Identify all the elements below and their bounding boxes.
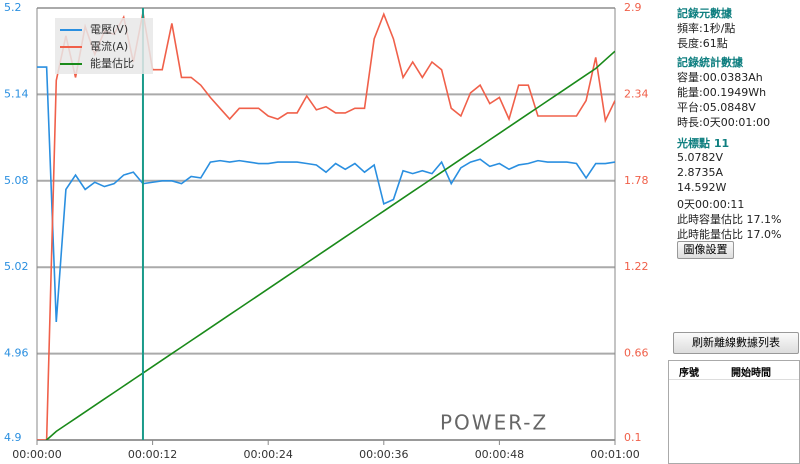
cursor-title: 光標點 11 bbox=[677, 137, 730, 150]
record-line: 長度:61點 bbox=[677, 37, 728, 50]
legend-label: 能量估比 bbox=[90, 56, 134, 70]
stats-line: 容量:00.0383Ah bbox=[677, 71, 763, 84]
x-tick-label: 00:00:00 bbox=[12, 448, 61, 461]
chart: POWER-Z 4.9 4.96 5.02 5.08 5.14 5.2 0.1 0.66 1.2… bbox=[4, 1, 649, 461]
record-line: 頻率:1秒/點 bbox=[677, 22, 736, 35]
column-header: 序號 bbox=[679, 368, 699, 379]
y2-tick-label: 1.22 bbox=[624, 260, 649, 273]
stats-line: 能量:00.1949Wh bbox=[677, 86, 767, 99]
y-tick-label: 4.9 bbox=[4, 431, 22, 444]
stats-line: 時長:0天00:01:00 bbox=[677, 116, 771, 129]
table-header: 序號 開始時間 bbox=[669, 361, 799, 380]
column-header: 開始時間 bbox=[731, 368, 771, 379]
plot bbox=[37, 11, 615, 440]
y2-tick-label: 1.78 bbox=[624, 174, 649, 187]
y2-tick-label: 0.66 bbox=[624, 347, 649, 360]
cursor-line: 此時容量估比 17.1% bbox=[677, 213, 782, 226]
stats-title: 記錄統計數據 bbox=[677, 56, 743, 69]
cursor-line: 2.8735A bbox=[677, 166, 724, 179]
y-tick-label: 5.14 bbox=[4, 87, 29, 100]
cursor-line: 14.592W bbox=[677, 181, 727, 194]
image-settings-button[interactable]: 圖像設置 bbox=[677, 241, 734, 259]
series-line bbox=[37, 11, 615, 440]
series-line bbox=[37, 66, 615, 322]
x-tick-label: 00:00:36 bbox=[359, 448, 408, 461]
y-tick-label: 4.96 bbox=[4, 347, 29, 360]
y2-tick-label: 0.1 bbox=[624, 431, 642, 444]
logo: POWER-Z bbox=[440, 411, 548, 435]
x-tick-label: 00:01:00 bbox=[590, 448, 639, 461]
series-line bbox=[45, 50, 615, 440]
y-tick-label: 5.08 bbox=[4, 174, 29, 187]
x-tick-label: 00:00:12 bbox=[128, 448, 177, 461]
cursor-line: 5.0782V bbox=[677, 151, 724, 164]
y2-tick-label: 2.34 bbox=[624, 87, 649, 100]
y-tick-label: 5.02 bbox=[4, 260, 29, 273]
stats-line: 平台:05.0848V bbox=[677, 101, 756, 114]
y-tick-label: 5.2 bbox=[4, 1, 22, 14]
refresh-button[interactable]: 刷新離線數據列表 bbox=[673, 332, 799, 354]
cursor-line: 此時能量估比 17.0% bbox=[677, 228, 782, 241]
legend-label: 電流(A) bbox=[90, 39, 128, 53]
legend: 電壓(V) 電流(A) 能量估比 bbox=[55, 18, 153, 74]
x-tick-label: 00:00:48 bbox=[475, 448, 524, 461]
x-tick-label: 00:00:24 bbox=[243, 448, 292, 461]
record-title: 記錄元數據 bbox=[677, 7, 732, 20]
cursor-line: 0天00:00:11 bbox=[677, 198, 745, 211]
y2-tick-label: 2.9 bbox=[624, 1, 642, 14]
offline-table: 序號 開始時間 bbox=[668, 360, 800, 464]
legend-label: 電壓(V) bbox=[90, 23, 128, 36]
